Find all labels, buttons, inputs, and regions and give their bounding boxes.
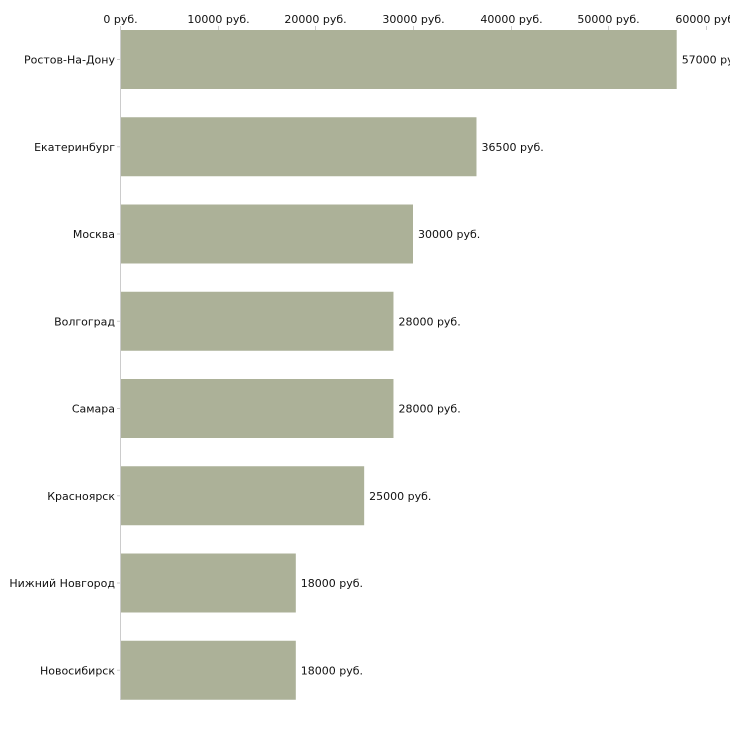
value-label: 25000 руб. bbox=[369, 490, 431, 503]
category-label: Новосибирск bbox=[40, 664, 115, 677]
bar bbox=[121, 204, 413, 264]
value-label: 28000 руб. bbox=[398, 403, 460, 416]
x-tick-label: 0 руб. bbox=[103, 13, 137, 26]
category-label: Самара bbox=[72, 403, 115, 416]
bar bbox=[121, 466, 365, 526]
category-labels: Ростов-На-Дону Екатеринбург Москва Волгогра… bbox=[9, 54, 121, 677]
x-tick-label: 60000 руб. bbox=[675, 13, 730, 26]
bars bbox=[121, 30, 677, 700]
category-label: Москва bbox=[73, 228, 115, 241]
x-tick-label: 10000 руб. bbox=[187, 13, 249, 26]
bar bbox=[121, 291, 394, 351]
category-label: Екатеринбург bbox=[34, 141, 115, 154]
value-labels: 57000 руб. 36500 руб. 30000 руб. 28000 руб.… bbox=[301, 54, 730, 678]
value-label: 36500 руб. bbox=[481, 141, 543, 154]
category-label: Красноярск bbox=[47, 490, 115, 503]
value-label: 18000 руб. bbox=[301, 577, 363, 590]
x-tick-label: 40000 руб. bbox=[480, 13, 542, 26]
x-axis-ticks: 0 руб. 10000 руб. 20000 руб. 30000 руб. 4000… bbox=[103, 13, 730, 30]
category-label: Нижний Новгород bbox=[9, 577, 115, 590]
value-label: 30000 руб. bbox=[418, 228, 480, 241]
bar bbox=[121, 379, 394, 438]
bar bbox=[121, 117, 477, 177]
category-label: Волгоград bbox=[54, 315, 115, 328]
x-tick-label: 20000 руб. bbox=[284, 13, 346, 26]
value-label: 28000 руб. bbox=[398, 315, 460, 328]
value-label: 18000 руб. bbox=[301, 664, 363, 677]
value-label: 57000 руб. bbox=[682, 54, 730, 67]
bar bbox=[121, 30, 677, 89]
category-label: Ростов-На-Дону bbox=[24, 54, 115, 67]
x-tick-label: 30000 руб. bbox=[382, 13, 444, 26]
bar bbox=[121, 553, 296, 613]
x-tick-label: 50000 руб. bbox=[577, 13, 639, 26]
bar bbox=[121, 640, 296, 700]
